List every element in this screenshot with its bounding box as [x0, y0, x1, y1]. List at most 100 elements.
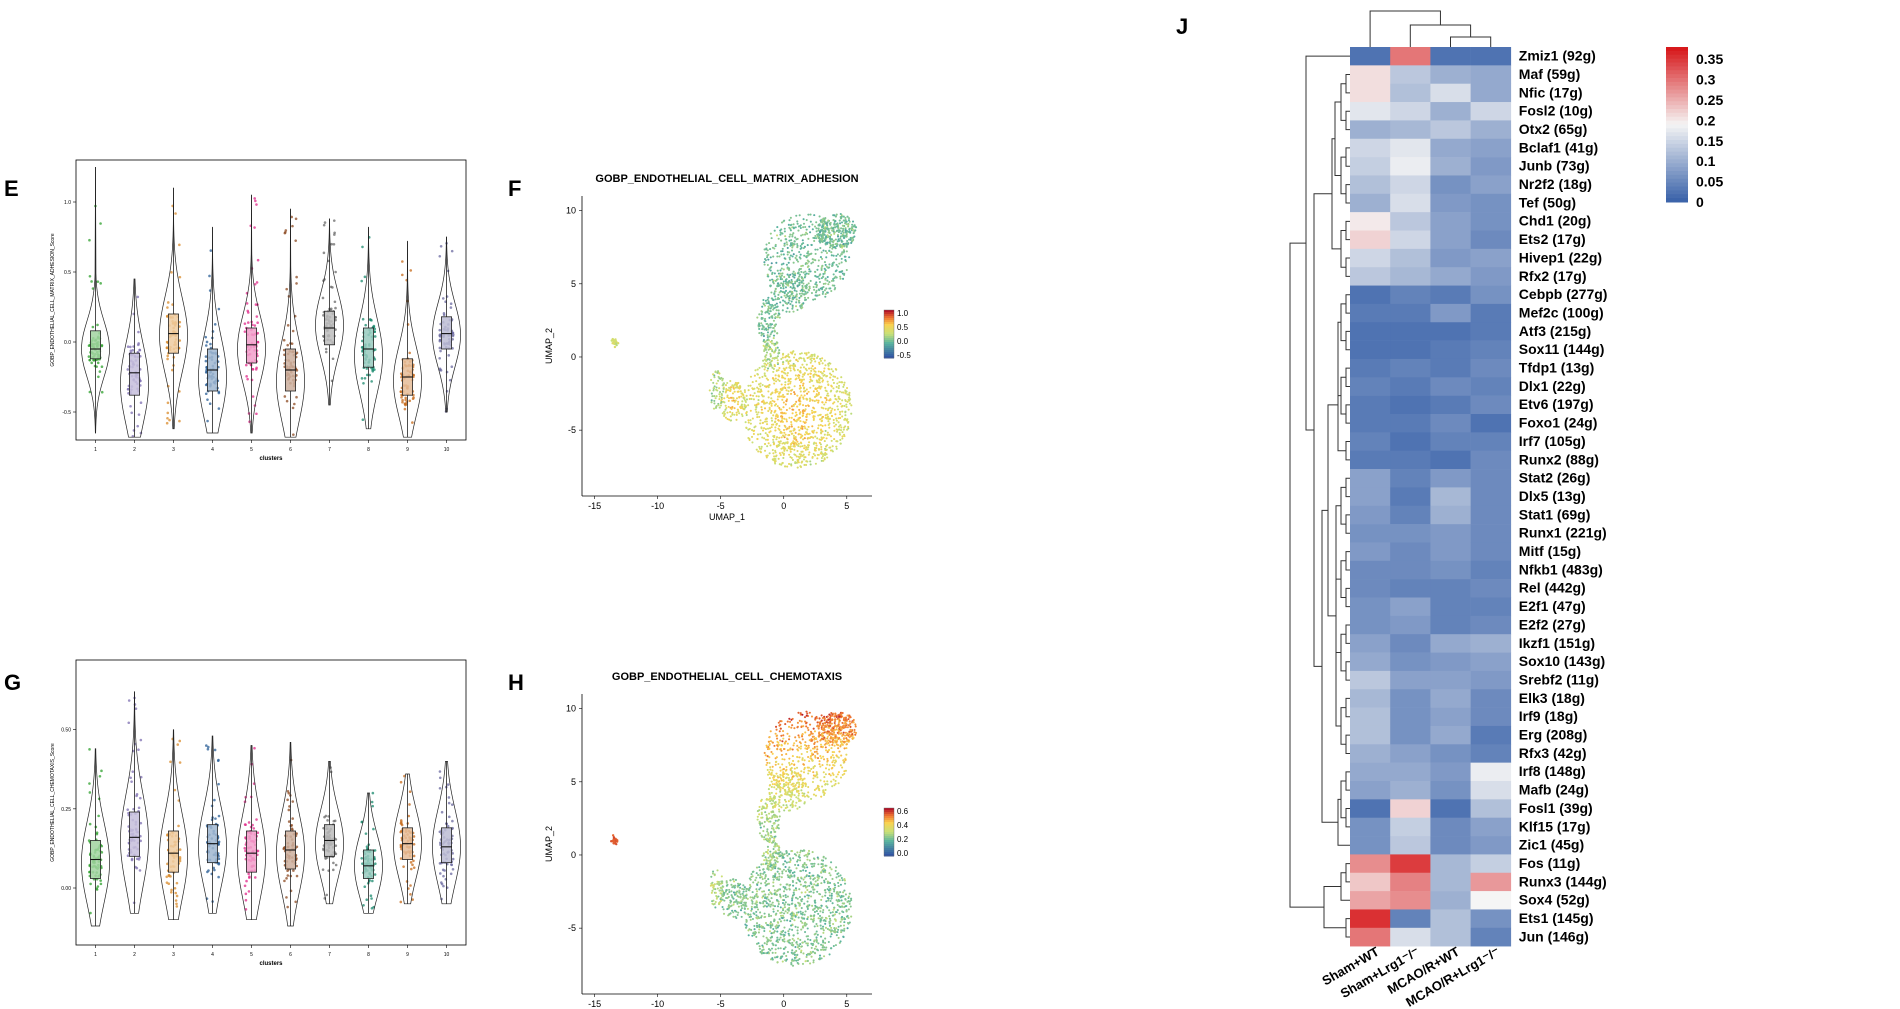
- umap-cell: [842, 231, 845, 234]
- panel-label-j: J: [1176, 14, 1188, 39]
- umap-cell: [827, 368, 831, 371]
- umap-cell: [766, 435, 770, 438]
- umap-cell: [788, 781, 792, 784]
- umap-cell: [715, 382, 718, 385]
- umap-cell: [840, 232, 843, 235]
- umap-cell: [797, 374, 800, 378]
- violin-cluster-9: 9: [393, 773, 422, 958]
- umap-cell: [832, 733, 835, 736]
- umap-cell: [812, 777, 815, 780]
- umap-cell: [786, 359, 789, 362]
- jitter-point: [99, 282, 102, 285]
- umap-cell: [848, 227, 851, 230]
- jitter-point: [446, 783, 450, 786]
- umap-cell: [836, 265, 839, 268]
- umap-cell: [819, 240, 822, 243]
- umap-cell: [793, 448, 796, 451]
- umap-cell: [833, 429, 836, 432]
- umap-cell: [845, 723, 848, 726]
- umap-cell: [781, 763, 784, 766]
- x-tick-label: 5: [250, 952, 253, 958]
- umap-cell: [817, 264, 820, 268]
- umap-cell: [787, 790, 790, 793]
- umap-cell: [738, 412, 741, 415]
- umap-cell: [823, 433, 826, 436]
- umap-cell: [824, 746, 827, 749]
- jitter-point: [412, 842, 416, 846]
- umap-cell: [789, 720, 792, 723]
- umap-cell: [765, 377, 768, 380]
- umap-cell: [776, 278, 779, 281]
- umap-cell: [840, 261, 843, 264]
- umap-cell: [836, 773, 839, 776]
- umap-cell: [837, 387, 840, 390]
- umap-cell: [780, 282, 783, 285]
- umap-cell: [713, 376, 716, 379]
- umap-cell: [808, 711, 811, 714]
- umap-cell: [841, 437, 844, 440]
- umap-cell: [757, 387, 760, 391]
- umap-cell: [840, 732, 843, 735]
- umap-cell: [777, 741, 780, 744]
- jitter-point: [178, 855, 182, 859]
- umap-cell: [783, 758, 786, 761]
- colorbar-tick-label: -0.5: [897, 351, 911, 360]
- umap-cell: [821, 733, 824, 736]
- umap-cell: [794, 431, 797, 434]
- umap-cell: [760, 310, 763, 313]
- jitter-point: [217, 875, 220, 879]
- umap-cell: [812, 286, 815, 289]
- umap-cell: [790, 432, 793, 435]
- umap-cell: [758, 313, 761, 316]
- umap-cell: [845, 743, 848, 746]
- umap-cell: [796, 748, 799, 751]
- umap-cell: [769, 326, 772, 329]
- umap-cell: [767, 326, 770, 329]
- jitter-point: [365, 898, 369, 902]
- umap-cell: [781, 299, 785, 302]
- umap-cell: [796, 449, 799, 453]
- umap-cell: [776, 361, 779, 364]
- umap-cell: [812, 735, 815, 738]
- umap-cell: [728, 418, 731, 421]
- jitter-point: [247, 872, 250, 876]
- umap-cell: [717, 379, 720, 382]
- umap-cell: [771, 458, 774, 461]
- umap-cell: [747, 419, 750, 422]
- jitter-point: [438, 254, 442, 258]
- umap-cell: [793, 282, 797, 285]
- umap-cell: [830, 711, 833, 715]
- umap-cell: [815, 356, 819, 360]
- jitter-point: [209, 342, 212, 346]
- jitter-point: [178, 339, 182, 342]
- umap-cell: [816, 394, 819, 397]
- umap-cell: [710, 399, 713, 402]
- umap-cell: [801, 239, 804, 242]
- umap-cell: [830, 732, 833, 735]
- jitter-point: [442, 312, 446, 315]
- umap-cell: [828, 362, 831, 365]
- umap-cell: [840, 711, 843, 714]
- umap-cell: [784, 296, 787, 299]
- umap-cell: [809, 279, 812, 283]
- umap-cell: [768, 744, 771, 747]
- umap-cell: [835, 417, 838, 420]
- umap-cell: [841, 435, 844, 438]
- umap-cell: [713, 402, 716, 405]
- umap-cell: [751, 417, 754, 420]
- umap-cell: [778, 395, 781, 398]
- umap-cell: [803, 437, 806, 440]
- umap-cell: [824, 295, 827, 298]
- umap-cell: [840, 405, 843, 408]
- jitter-point: [410, 867, 413, 871]
- umap-cell: [817, 374, 820, 377]
- umap-cell: [832, 402, 835, 405]
- umap-cell: [804, 747, 807, 750]
- umap-cell: [712, 381, 715, 384]
- umap-cell: [850, 730, 853, 733]
- umap-cell: [838, 431, 841, 435]
- umap-cell: [793, 287, 796, 290]
- umap-cell: [803, 792, 806, 795]
- umap-cell: [846, 393, 849, 396]
- umap-cell: [837, 744, 840, 747]
